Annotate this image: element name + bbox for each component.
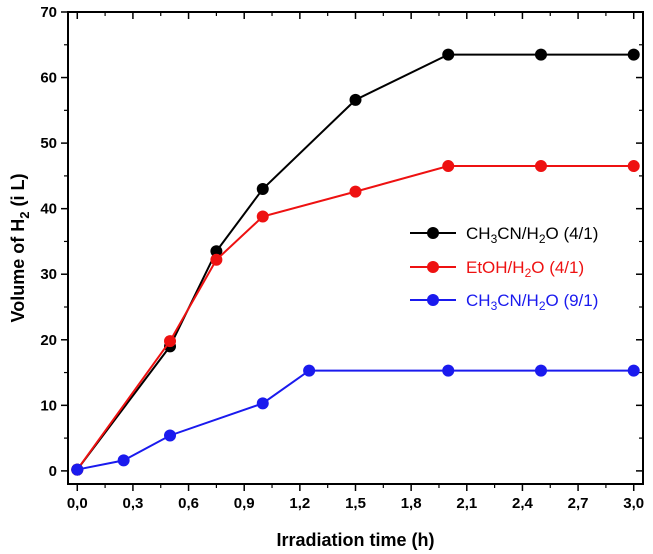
x-tick-label: 1,5 xyxy=(345,495,366,512)
y-tick-label: 0 xyxy=(49,463,57,480)
legend-label-part: 3 xyxy=(491,232,498,246)
x-tick-label: 1,8 xyxy=(401,495,422,512)
y-tick-label: 10 xyxy=(40,397,57,414)
legend-label-part: 2 xyxy=(525,266,532,280)
x-axis-title: Irradiation time (h) xyxy=(276,530,434,550)
series-line xyxy=(76,53,634,471)
series-line xyxy=(76,165,634,471)
legend-label-part: CH xyxy=(466,224,491,243)
y-tick-label: 20 xyxy=(40,332,57,349)
data-point xyxy=(164,429,177,442)
y-axis-title-part: 2 xyxy=(17,212,32,219)
plot-border xyxy=(67,11,644,485)
legend-label: EtOH/H2O (4/1) xyxy=(466,258,584,280)
series-line xyxy=(77,369,634,471)
y-axis-title: Volume of H2 (i L) xyxy=(8,174,32,323)
data-point xyxy=(164,335,177,348)
y-axis-title-part: (i L) xyxy=(8,174,28,212)
data-point xyxy=(210,253,223,266)
legend-label: CH3CN/H2O (4/1) xyxy=(466,224,598,246)
data-point xyxy=(256,210,269,223)
data-point xyxy=(71,463,84,476)
data-point xyxy=(627,364,640,377)
data-point xyxy=(303,364,316,377)
legend-marker xyxy=(427,261,439,273)
y-axis: 0 10 20 30 40 50 60 70 xyxy=(40,4,643,480)
x-tick-label: 1,2 xyxy=(289,495,310,512)
y-tick-label: 40 xyxy=(40,201,57,218)
data-point xyxy=(117,454,130,467)
x-tick-label: 2,4 xyxy=(512,495,534,512)
data-point xyxy=(349,185,362,198)
series-2 xyxy=(71,160,640,476)
legend-label-part: CN/H xyxy=(497,224,539,243)
legend-label-part: CH xyxy=(466,291,491,310)
legend-label-part: 2 xyxy=(539,299,546,313)
series-layer xyxy=(71,48,640,476)
data-point xyxy=(442,160,455,173)
legend-label-part: EtOH/H xyxy=(466,258,525,277)
legend-label-part: O (4/1) xyxy=(546,224,599,243)
data-point xyxy=(534,160,547,173)
legend-marker xyxy=(427,227,439,239)
data-point xyxy=(627,160,640,173)
legend-label: CH3CN/H2O (9/1) xyxy=(466,291,598,313)
x-tick-label: 2,7 xyxy=(568,495,589,512)
x-tick-label: 0,9 xyxy=(234,495,255,512)
data-point xyxy=(256,183,269,195)
y-tick-label: 60 xyxy=(40,70,57,87)
legend-label-part: O (9/1) xyxy=(546,291,599,310)
legend-label-part: O (4/1) xyxy=(531,258,584,277)
data-point xyxy=(442,48,455,61)
data-point xyxy=(442,364,455,377)
data-point xyxy=(627,48,640,61)
y-tick-label: 70 xyxy=(40,4,57,21)
data-point xyxy=(210,245,223,258)
data-point xyxy=(534,364,547,377)
data-point xyxy=(349,93,362,106)
x-tick-label: 3,0 xyxy=(623,495,644,512)
y-axis-title-part: Volume of H xyxy=(8,219,28,323)
legend-label-part: CN/H xyxy=(497,291,539,310)
legend-label-part: 3 xyxy=(491,299,498,313)
plot-frame xyxy=(67,11,644,485)
series-3 xyxy=(71,364,640,476)
legend: CH3CN/H2O (4/1)EtOH/H2O (4/1)CH3CN/H2O (… xyxy=(410,224,598,313)
x-tick-label: 0,6 xyxy=(178,495,199,512)
legend-marker xyxy=(427,294,439,306)
x-axis: 0,0 0,3 0,6 0,9 1,2 1,5 1,8 2,1 2,4 2,7 3,0 xyxy=(67,12,644,512)
y-tick-label: 50 xyxy=(40,135,57,152)
legend-label-part: 2 xyxy=(539,232,546,246)
data-point xyxy=(534,48,547,61)
data-point xyxy=(256,397,269,410)
x-tick-label: 0,0 xyxy=(67,495,88,512)
x-tick-label: 2,1 xyxy=(456,495,477,512)
y-tick-label: 30 xyxy=(40,266,57,283)
x-tick-label: 0,3 xyxy=(122,495,143,512)
